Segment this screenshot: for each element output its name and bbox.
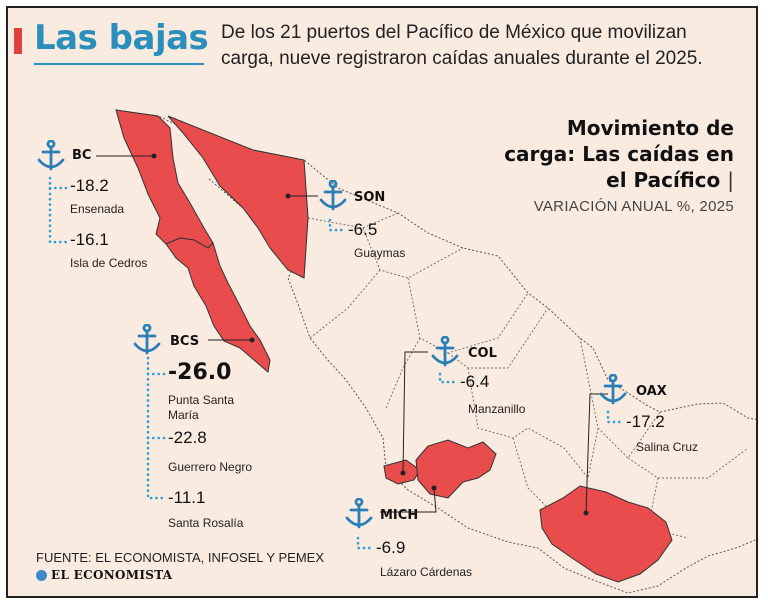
- state-oax-shape: [539, 485, 673, 583]
- port-salina-cruz: Salina Cruz: [636, 440, 699, 454]
- infographic-frame: Las bajas De los 21 puertos del Pacífico…: [6, 6, 758, 598]
- value-lazaro-cardenas: -6.9: [376, 538, 406, 557]
- port-ensenada: Ensenada: [70, 202, 125, 216]
- value-guerrero-negro: -22.8: [168, 428, 207, 447]
- state-label-mich: MICH: [380, 508, 419, 523]
- value-ensenada: -18.2: [70, 176, 109, 195]
- chart-subtitle: VARIACIÓN ANUAL %, 2025: [533, 198, 734, 215]
- state-borders: [303, 159, 749, 539]
- value-punta-santa-maria: -26.0: [168, 360, 232, 385]
- title-underline: [34, 63, 204, 65]
- state-label-bc: BC: [72, 148, 92, 163]
- port-punta-santa-maria-line2: María: [168, 408, 199, 422]
- chart-title-cursor: |: [727, 168, 734, 192]
- chart-title-text: Movimiento de carga: Las caídas en el Pa…: [504, 116, 734, 192]
- state-label-oax: OAX: [636, 384, 667, 399]
- value-salina-cruz: -17.2: [626, 412, 665, 431]
- port-santa-rosalia: Santa Rosalía: [168, 516, 244, 530]
- mexico-outline: [115, 109, 756, 594]
- anchor-icon: [319, 180, 347, 211]
- port-guerrero-negro: Guerrero Negro: [168, 460, 253, 474]
- port-manzanillo: Manzanillo: [468, 402, 526, 416]
- value-guaymas: -6.5: [348, 220, 378, 239]
- state-label-col: COL: [468, 346, 497, 361]
- mexico-map: [48, 109, 756, 594]
- value-manzanillo: -6.4: [460, 372, 490, 391]
- globe-icon: [36, 569, 47, 581]
- value-santa-rosalia: -11.1: [168, 488, 206, 507]
- port-guaymas: Guaymas: [354, 246, 406, 260]
- anchor-icon: [345, 498, 373, 529]
- anchor-icon: [599, 374, 627, 405]
- logo-text: EL ECONOMISTA: [51, 568, 173, 582]
- state-label-bcs: BCS: [170, 334, 200, 349]
- anchor-icon: [37, 140, 65, 171]
- chart-title: Movimiento de carga: Las caídas en el Pa…: [504, 115, 734, 193]
- anchor-icon: [431, 336, 459, 367]
- title-accent-bar: [14, 28, 22, 54]
- anchor-icon: [133, 324, 161, 355]
- value-isla-de-cedros: -16.1: [70, 230, 109, 249]
- state-son-shape: [167, 115, 309, 279]
- port-punta-santa-maria-line1: Punta Santa: [168, 393, 235, 407]
- main-title: Las bajas: [34, 18, 209, 58]
- source-note: FUENTE: EL ECONOMISTA, INFOSEL Y PEMEX: [36, 550, 324, 565]
- state-label-son: SON: [354, 190, 386, 205]
- port-isla-de-cedros: Isla de Cedros: [70, 256, 148, 270]
- publisher-logo: EL ECONOMISTA: [36, 568, 172, 582]
- state-mich-shape: [415, 439, 497, 499]
- intro-text: De los 21 puertos del Pacífico de México…: [221, 22, 703, 69]
- state-bcs-shape: [165, 237, 271, 373]
- port-lazaro-cardenas: Lázaro Cárdenas: [380, 565, 473, 579]
- dot-connectors: [48, 176, 624, 550]
